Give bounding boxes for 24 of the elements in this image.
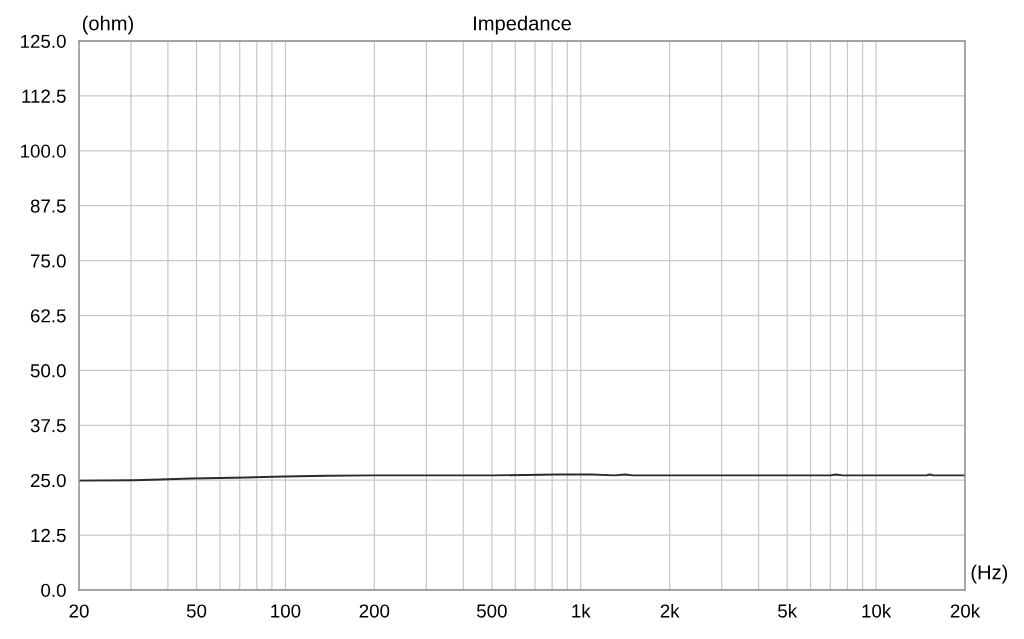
y-tick-label: 12.5 xyxy=(31,528,66,543)
y-tick-label: 0.0 xyxy=(41,583,66,597)
x-tick-label: 500 xyxy=(476,604,507,618)
x-axis-title: (Hz) xyxy=(971,564,1008,584)
y-tick-label: 62.5 xyxy=(30,309,66,323)
x-tick-label: 50 xyxy=(186,604,207,618)
y-tick-label: 25.0 xyxy=(30,473,66,488)
x-tick-label: 1k xyxy=(572,603,591,618)
y-tick-label: 112.5 xyxy=(22,89,66,103)
x-tick-label: 100 xyxy=(271,604,301,618)
x-tick-label: 20k xyxy=(950,603,981,618)
chart-title: Impedance xyxy=(474,15,571,35)
y-tick-label: 37.5 xyxy=(30,419,66,433)
x-tick-label: 2k xyxy=(660,603,680,618)
y-axis-title: (ohm) xyxy=(82,15,133,35)
x-tick-label: 10k xyxy=(862,603,892,618)
x-tick-label: 20 xyxy=(69,604,89,618)
y-tick-label: 100.0 xyxy=(21,144,66,158)
y-tick-label: 50.0 xyxy=(30,364,66,378)
x-tick-label: 5k xyxy=(778,603,798,618)
y-tick-label: 125.0 xyxy=(21,34,66,48)
y-tick-label: 75.0 xyxy=(30,254,66,268)
y-tick-label: 87.5 xyxy=(30,199,66,213)
x-tick-label: 200 xyxy=(359,604,390,618)
